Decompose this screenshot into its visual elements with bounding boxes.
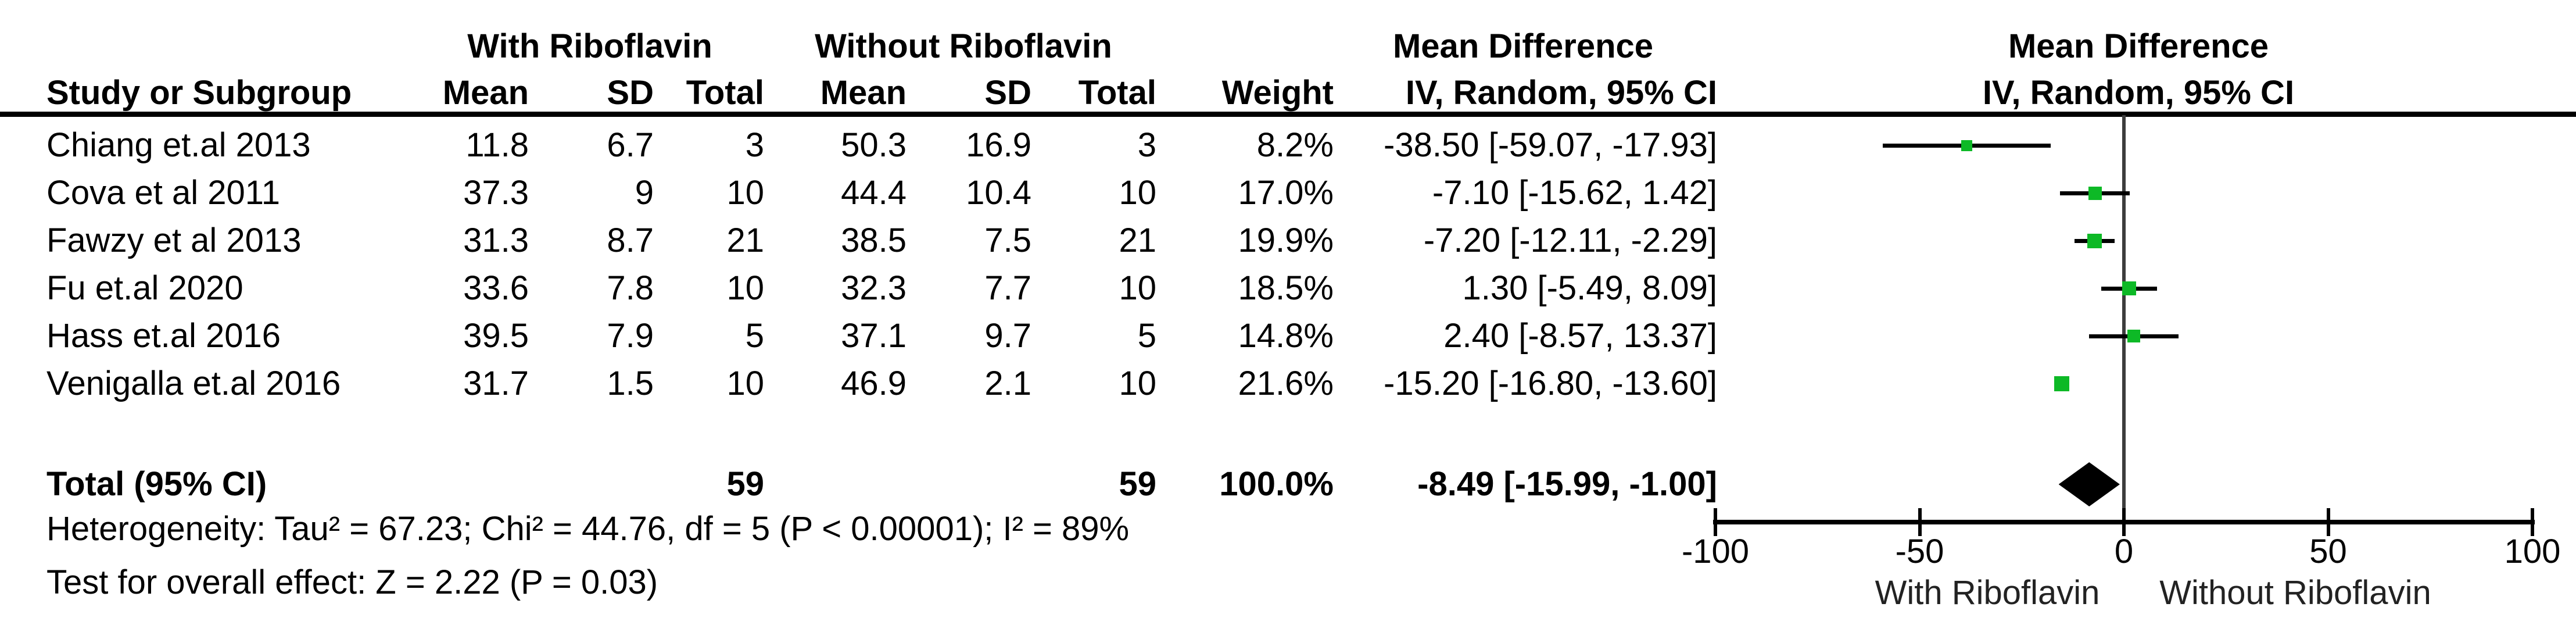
axis-label-favours-left: With Riboflavin [1875,574,2100,612]
study-mean-treat: 11.8 [465,126,529,164]
study-total-ctrl: 10 [1119,174,1156,212]
study-ci-text: 1.30 [-5.49, 8.09] [1462,269,1717,307]
total-row-ci-text: -8.49 [-15.99, -1.00] [1417,465,1717,503]
point-estimate-square [2088,186,2102,200]
study-mean-ctrl: 44.4 [841,174,907,212]
study-sd-ctrl: 10.4 [966,174,1031,212]
axis-tick-label: 50 [2309,533,2347,570]
study-name: Fu et.al 2020 [46,269,243,307]
point-estimate-square [2122,281,2137,295]
study-total-treat: 21 [726,222,764,259]
study-sd-treat: 6.7 [607,126,654,164]
overall-effect-test: Test for overall effect: Z = 2.22 (P = 0… [46,563,658,601]
study-mean-treat: 31.3 [463,222,529,259]
point-estimate-square [2127,330,2140,342]
study-weight: 19.9% [1238,222,1334,259]
axis-label-favours-right: Without Riboflavin [2159,574,2431,612]
study-sd-treat: 8.7 [607,222,654,259]
column-header-mean-difference-text: Mean Difference [1392,27,1654,65]
column-header-mean-ctrl: Mean [820,74,907,112]
study-mean-ctrl: 46.9 [841,365,907,402]
total-row-n-ctrl: 59 [1119,465,1156,503]
total-row-n-treat: 59 [726,465,764,503]
study-total-ctrl: 21 [1119,222,1156,259]
axis-tick [2326,508,2330,536]
study-total-ctrl: 3 [1137,126,1156,164]
axis-tick-label: -50 [1895,533,1944,570]
column-header-sd-ctrl: SD [984,74,1031,112]
study-ci-text: 2.40 [-8.57, 13.37] [1443,317,1717,355]
study-sd-ctrl: 9.7 [984,317,1031,355]
study-mean-ctrl: 50.3 [841,126,907,164]
study-sd-ctrl: 2.1 [984,365,1031,402]
study-weight: 18.5% [1238,269,1334,307]
study-sd-ctrl: 7.5 [984,222,1031,259]
zero-reference-line [2122,115,2126,522]
column-header-total-treat: Total [686,74,764,112]
study-total-treat: 10 [726,174,764,212]
study-mean-treat: 39.5 [463,317,529,355]
plot-header-method: IV, Random, 95% CI [1982,74,2295,112]
study-weight: 17.0% [1238,174,1334,212]
study-mean-ctrl: 32.3 [841,269,907,307]
study-total-ctrl: 5 [1137,317,1156,355]
study-total-ctrl: 10 [1119,269,1156,307]
column-header-weight: Weight [1221,74,1334,112]
study-mean-treat: 37.3 [463,174,529,212]
point-estimate-square [1961,140,1972,151]
study-sd-treat: 7.8 [607,269,654,307]
axis-tick-label: -100 [1681,533,1750,570]
heterogeneity-stats: Heterogeneity: Tau² = 67.23; Chi² = 44.7… [46,510,1130,548]
column-group-header-with-riboflavin: With Riboflavin [467,27,712,65]
study-ci-text: -7.10 [-15.62, 1.42] [1432,174,1717,212]
axis-tick [1714,508,1717,536]
axis-tick [2122,508,2126,536]
axis-tick [2531,508,2534,536]
study-sd-ctrl: 7.7 [984,269,1031,307]
study-mean-treat: 33.6 [463,269,529,307]
study-sd-treat: 9 [635,174,654,212]
study-sd-treat: 7.9 [607,317,654,355]
study-ci-text: -15.20 [-16.80, -13.60] [1384,365,1717,402]
study-total-treat: 3 [745,126,764,164]
axis-tick-label: 0 [2114,533,2134,570]
summary-diamond [2058,462,2120,506]
study-weight: 14.8% [1238,317,1334,355]
column-header-study: Study or Subgroup [46,74,352,112]
study-mean-treat: 31.7 [463,365,529,402]
study-mean-ctrl: 38.5 [841,222,907,259]
column-header-method-text: IV, Random, 95% CI [1405,74,1717,112]
total-row-label: Total (95% CI) [46,465,267,503]
study-weight: 8.2% [1256,126,1334,164]
plot-header-mean-difference: Mean Difference [2008,27,2269,65]
point-estimate-square [2054,376,2070,391]
study-ci-text: -7.20 [-12.11, -2.29] [1423,222,1717,259]
study-name: Cova et al 2011 [46,174,280,212]
study-weight: 21.6% [1238,365,1334,402]
study-total-ctrl: 10 [1119,365,1156,402]
study-name: Chiang et.al 2013 [46,126,311,164]
study-total-treat: 10 [726,269,764,307]
study-sd-ctrl: 16.9 [966,126,1031,164]
axis-tick [1918,508,1922,536]
header-divider-line [0,112,2576,117]
column-header-sd-treat: SD [607,74,654,112]
study-name: Fawzy et al 2013 [46,222,302,259]
column-group-header-without-riboflavin: Without Riboflavin [815,27,1112,65]
study-ci-text: -38.50 [-59.07, -17.93] [1384,126,1717,164]
point-estimate-square [2087,233,2102,248]
study-total-treat: 10 [726,365,764,402]
study-name: Hass et.al 2016 [46,317,281,355]
column-header-total-ctrl: Total [1078,74,1156,112]
column-header-mean-treat: Mean [442,74,529,112]
study-name: Venigalla et.al 2016 [46,365,341,402]
study-sd-treat: 1.5 [607,365,654,402]
study-mean-ctrl: 37.1 [841,317,907,355]
total-row-weight: 100.0% [1219,465,1334,503]
axis-tick-label: 100 [2504,533,2561,570]
study-total-treat: 5 [745,317,764,355]
